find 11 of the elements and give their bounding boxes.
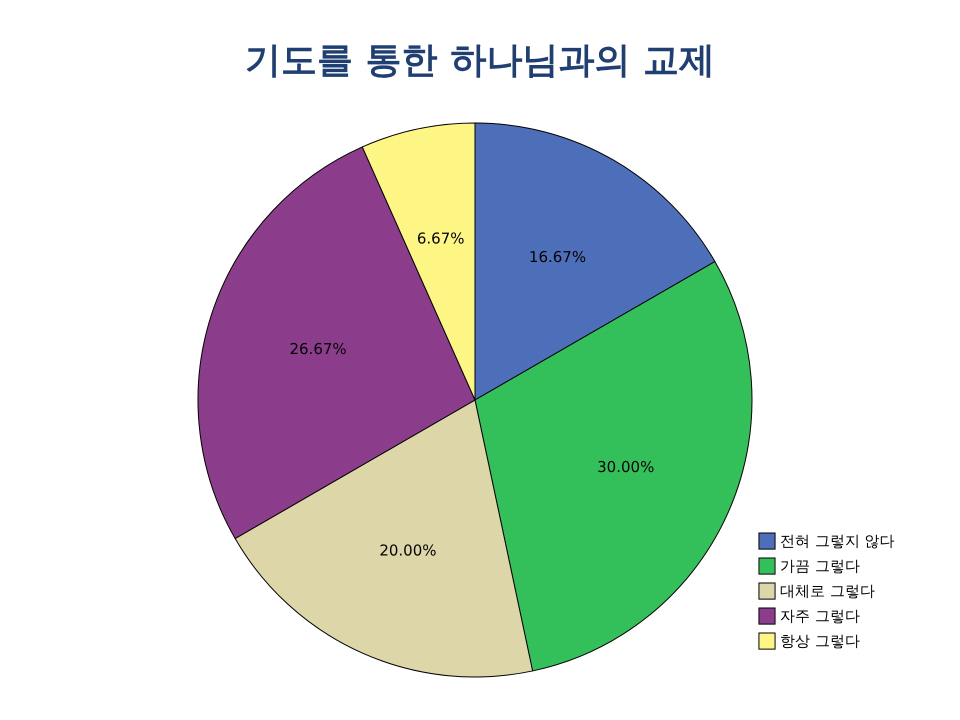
legend-label: 전혀 그렇지 않다 [780, 532, 895, 550]
data-label: 30.00% [597, 458, 654, 476]
chart-title: 기도를 통한 하나님과의 교제 [245, 40, 715, 81]
legend-label: 항상 그렇다 [780, 632, 860, 650]
data-label: 6.67% [416, 230, 465, 248]
legend-label: 가끔 그렇다 [780, 557, 860, 575]
legend-label: 대체로 그렇다 [780, 582, 875, 600]
legend-label: 자주 그렇다 [780, 607, 860, 625]
data-label: 20.00% [379, 542, 437, 560]
data-label: 26.67% [289, 340, 347, 358]
data-label: 16.67% [528, 248, 586, 266]
